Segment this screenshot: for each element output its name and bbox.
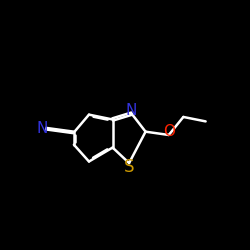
Text: N: N [126, 103, 137, 118]
Text: S: S [124, 158, 134, 176]
Text: O: O [163, 124, 175, 139]
Text: N: N [37, 121, 48, 136]
